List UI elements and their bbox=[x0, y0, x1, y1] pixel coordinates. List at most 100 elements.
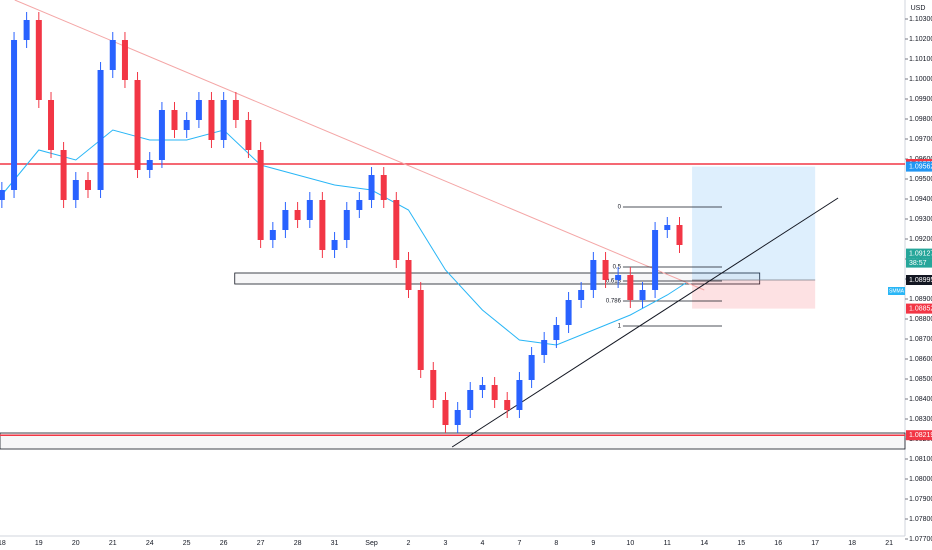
candle-body bbox=[491, 385, 498, 400]
y-tick-label: 1.08100 bbox=[909, 456, 932, 463]
price-label-bg bbox=[906, 303, 932, 314]
y-tick-label: 1.09800 bbox=[909, 116, 932, 123]
candle-body bbox=[467, 390, 474, 410]
fib-label: 1 bbox=[618, 324, 622, 330]
x-tick-label: 16 bbox=[774, 540, 782, 547]
x-tick-label: 25 bbox=[183, 540, 191, 547]
candle-body bbox=[282, 210, 289, 230]
candle-body bbox=[171, 110, 178, 130]
candle-body bbox=[257, 150, 264, 240]
x-tick-label: 8 bbox=[554, 540, 558, 547]
candle-body bbox=[541, 340, 548, 355]
candle-body bbox=[11, 40, 18, 190]
x-tick-label: 15 bbox=[737, 540, 745, 547]
x-tick-label: 2 bbox=[407, 540, 411, 547]
x-tick-label: 24 bbox=[146, 540, 154, 547]
countdown-bg bbox=[906, 258, 932, 268]
candle-body bbox=[454, 410, 461, 425]
zone bbox=[234, 272, 761, 285]
y-tick-label: 1.08400 bbox=[909, 396, 932, 403]
x-tick-label: 14 bbox=[700, 540, 708, 547]
x-tick-label: 31 bbox=[331, 540, 339, 547]
x-tick-label: 21 bbox=[885, 540, 893, 547]
x-tick-label: 3 bbox=[444, 540, 448, 547]
candle-body bbox=[48, 100, 55, 150]
y-tick-label: 1.10300 bbox=[909, 16, 932, 23]
candle-body bbox=[245, 120, 252, 150]
x-tick-label: 17 bbox=[811, 540, 819, 547]
x-tick-label: 10 bbox=[626, 540, 634, 547]
candle-body bbox=[134, 80, 141, 170]
candle-body bbox=[306, 200, 313, 220]
x-tick-label: 11 bbox=[664, 540, 671, 547]
candle-body bbox=[146, 160, 153, 170]
x-tick-label: 4 bbox=[480, 540, 484, 547]
price-label-bg bbox=[906, 430, 932, 441]
x-tick-label: Sep bbox=[365, 540, 378, 547]
candle-body bbox=[319, 200, 326, 250]
candle-body bbox=[343, 210, 350, 240]
y-tick-label: 1.08500 bbox=[909, 376, 932, 383]
candle-body bbox=[627, 275, 634, 300]
candle-body bbox=[232, 100, 239, 120]
y-tick-label: 1.07700 bbox=[909, 536, 932, 543]
price-label: 1.08995 bbox=[909, 277, 932, 284]
candle-body bbox=[269, 230, 276, 240]
candle-body bbox=[109, 40, 116, 70]
candle-body bbox=[578, 290, 585, 300]
x-tick-label: 7 bbox=[517, 540, 521, 547]
candle-body bbox=[553, 325, 560, 340]
trendline bbox=[14, 0, 705, 291]
candle-body bbox=[442, 400, 449, 425]
candle-body bbox=[84, 180, 91, 190]
price-label: 1.08852 bbox=[909, 305, 932, 312]
x-tick-label: 27 bbox=[257, 540, 265, 547]
candle-body bbox=[676, 225, 683, 245]
x-tick-label: 20 bbox=[72, 540, 80, 547]
candle-body bbox=[528, 355, 535, 380]
x-tick-label: 18 bbox=[0, 540, 6, 547]
candle-body bbox=[331, 240, 338, 250]
candle-body bbox=[35, 20, 42, 100]
price-label: 1.08219 bbox=[909, 432, 932, 439]
candle-body bbox=[23, 20, 30, 40]
candle-body bbox=[430, 370, 437, 400]
candle-body bbox=[504, 400, 511, 410]
x-tick-label: 26 bbox=[220, 540, 228, 547]
y-tick-label: 1.09900 bbox=[909, 96, 932, 103]
target-zone bbox=[692, 166, 816, 280]
moving-average bbox=[1, 129, 687, 346]
y-tick-label: 1.10200 bbox=[909, 36, 932, 43]
candle-body bbox=[380, 175, 387, 200]
y-tick-label: 1.09400 bbox=[909, 196, 932, 203]
stop-zone bbox=[692, 280, 816, 309]
y-tick-label: 1.08900 bbox=[909, 296, 932, 303]
price-label-bg bbox=[906, 275, 932, 285]
candle-body bbox=[60, 150, 67, 200]
fib-label: 0.786 bbox=[606, 299, 622, 305]
candle-body bbox=[220, 100, 227, 140]
y-tick-label: 1.10100 bbox=[909, 56, 932, 63]
candle-body bbox=[602, 260, 609, 280]
x-tick-label: 18 bbox=[848, 540, 856, 547]
indicator-label-bg bbox=[888, 287, 905, 295]
y-tick-label: 1.08000 bbox=[909, 476, 932, 483]
y-tick-label: 1.09500 bbox=[909, 176, 932, 183]
countdown: 38:57 bbox=[909, 260, 927, 267]
candle-body bbox=[158, 110, 165, 160]
candle-body bbox=[565, 300, 572, 325]
x-tick-label: 9 bbox=[591, 540, 595, 547]
y-tick-label: 1.09700 bbox=[909, 136, 932, 143]
candle-body bbox=[356, 200, 363, 210]
zone bbox=[0, 432, 906, 450]
y-tick-label: 1.08700 bbox=[909, 336, 932, 343]
y-tick-label: 1.09300 bbox=[909, 216, 932, 223]
candle-body bbox=[208, 100, 215, 140]
candle-body bbox=[590, 260, 597, 290]
candle-body bbox=[195, 100, 202, 120]
candle-body bbox=[294, 210, 301, 220]
candle-body bbox=[652, 230, 659, 290]
fib-label: 0.618 bbox=[606, 279, 622, 285]
candle-body bbox=[121, 40, 128, 80]
